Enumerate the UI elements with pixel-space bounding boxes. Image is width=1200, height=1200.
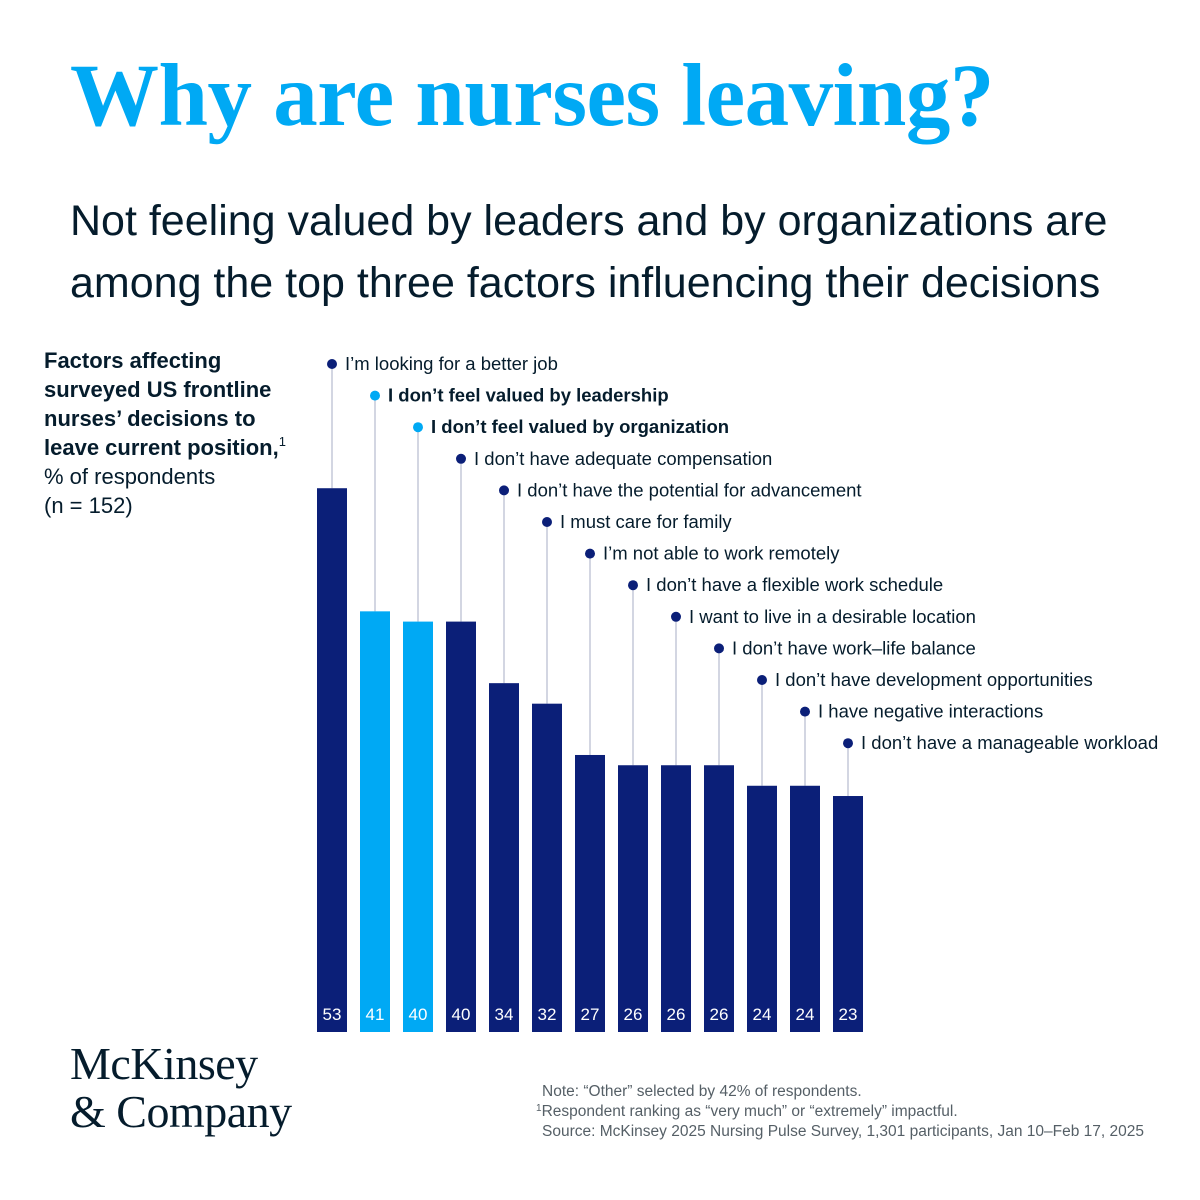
category-label: I must care for family	[560, 511, 732, 532]
bar	[618, 765, 648, 1032]
value-label: 41	[366, 1005, 385, 1024]
category-label: I don’t feel valued by organization	[431, 416, 729, 437]
chart-subtitle: Not feeling valued by leaders and by org…	[70, 197, 1108, 307]
category-label: I have negative interactions	[818, 701, 1043, 722]
bar	[403, 621, 433, 1032]
chart-description: Factors affecting surveyed US frontline …	[44, 346, 314, 520]
note-footnote: 1Respondent ranking as “very much” or “e…	[536, 1102, 1186, 1122]
category-label: I don’t have a flexible work schedule	[646, 574, 943, 595]
chart-notes: Note: “Other” selected by 42% of respond…	[536, 1082, 1186, 1142]
bar-chart: I’m looking for a better job 53 I don’t fe…	[317, 353, 1158, 1033]
value-label: 27	[581, 1005, 600, 1024]
value-label: 24	[796, 1005, 815, 1024]
mckinsey-logo: McKinsey & Company	[70, 1040, 292, 1136]
category-label: I don’t have adequate compensation	[474, 448, 772, 469]
category-label: I don’t have the potential for advanceme…	[517, 479, 862, 500]
value-label: 40	[452, 1005, 471, 1024]
value-label: 32	[538, 1005, 557, 1024]
logo-line-1: McKinsey	[70, 1038, 258, 1089]
bar	[833, 796, 863, 1032]
bar	[446, 621, 476, 1032]
category-label: I don’t feel valued by leadership	[388, 385, 669, 406]
bar	[747, 785, 777, 1032]
note-other: Note: “Other” selected by 42% of respond…	[542, 1083, 862, 1100]
label-dot	[628, 580, 638, 591]
label-dot	[370, 390, 380, 401]
chart-description-footnote-marker: 1	[278, 434, 286, 449]
bar	[790, 785, 820, 1032]
category-label: I’m looking for a better job	[345, 353, 558, 374]
chart-description-heading: Factors affecting surveyed US frontline …	[44, 348, 279, 460]
value-label: 53	[323, 1005, 342, 1024]
label-dot	[456, 453, 466, 464]
label-dot	[757, 675, 767, 685]
value-label: 40	[409, 1005, 428, 1024]
label-dot	[499, 485, 509, 496]
note-footnote-marker: 1	[536, 1103, 542, 1114]
category-label: I don’t have a manageable workload	[861, 732, 1158, 753]
value-label: 26	[667, 1005, 686, 1024]
category-label: I’m not able to work remotely	[603, 543, 840, 564]
category-label: I don’t have work–life balance	[732, 637, 976, 658]
bar	[661, 765, 691, 1032]
label-dot	[327, 359, 337, 369]
label-dot	[800, 706, 810, 717]
value-label: 34	[495, 1005, 514, 1024]
value-label: 26	[710, 1005, 729, 1024]
bar	[317, 488, 347, 1033]
category-label: I don’t have development opportunities	[775, 669, 1093, 690]
label-dot	[413, 422, 423, 433]
chart-title: Why are nurses leaving?	[70, 47, 994, 145]
category-label: I want to live in a desirable location	[689, 606, 976, 627]
value-label: 26	[624, 1005, 643, 1024]
bar	[532, 703, 562, 1032]
note-footnote-text: Respondent ranking as “very much” or “ex…	[541, 1103, 958, 1120]
bar	[489, 683, 519, 1032]
value-label: 24	[753, 1005, 772, 1024]
label-dot	[714, 643, 724, 654]
note-source: Source: McKinsey 2025 Nursing Pulse Surv…	[542, 1123, 1144, 1140]
logo-line-2: & Company	[70, 1086, 292, 1137]
value-label: 23	[839, 1005, 858, 1024]
chart-description-sample-size: (n = 152)	[44, 493, 133, 518]
chart-description-unit: % of respondents	[44, 464, 216, 489]
label-dot	[542, 517, 552, 527]
label-dot	[585, 548, 595, 559]
bar	[704, 765, 734, 1032]
bar	[575, 754, 605, 1032]
label-dot	[671, 611, 681, 622]
label-dot	[843, 738, 853, 749]
bar	[360, 611, 390, 1032]
